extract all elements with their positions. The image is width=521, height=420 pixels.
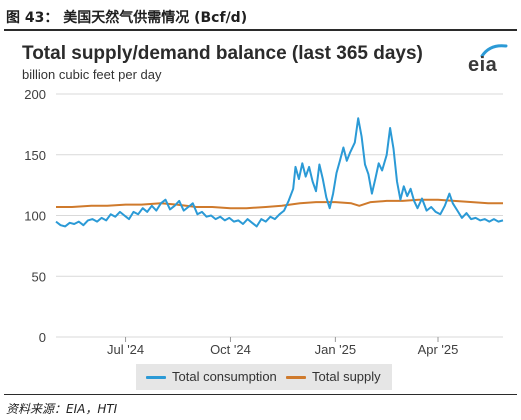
- top-rule: [4, 29, 517, 31]
- legend-label-supply: Total supply: [312, 369, 381, 384]
- legend-label-consumption: Total consumption: [172, 369, 277, 384]
- chart-title: Total supply/demand balance (last 365 da…: [22, 43, 423, 64]
- y-tick-label-50: 50: [32, 269, 46, 284]
- source-note: 资料来源：EIA，HTI: [6, 402, 118, 416]
- y-tick-label-200: 200: [24, 87, 46, 102]
- legend-item-supply[interactable]: Total supply: [286, 369, 381, 384]
- eia-logo-text: eia: [468, 54, 498, 76]
- series-lines: [55, 117, 504, 228]
- bottom-rule: [4, 394, 517, 395]
- legend-item-consumption[interactable]: Total consumption: [146, 369, 277, 384]
- x-tick-label-2: Jan '25: [315, 342, 357, 357]
- legend: Total consumption Total supply: [136, 364, 392, 390]
- y-tick-label-150: 150: [24, 148, 46, 163]
- x-tick-label-3: Apr '25: [418, 342, 459, 357]
- eia-logo-swoosh-icon: [480, 44, 508, 58]
- x-axis: Jul '24 Oct '24 Jan '25 Apr '25: [107, 337, 458, 357]
- figure-label: 图 43： 美国天然气供需情况 (Bcf/d): [6, 10, 248, 26]
- y-tick-label-100: 100: [24, 209, 46, 224]
- y-axis: 0 50 100 150 200: [24, 87, 46, 345]
- series-line-consumption: [55, 117, 504, 228]
- y-tick-label-0: 0: [39, 330, 46, 345]
- chart-subtitle: billion cubic feet per day: [22, 67, 162, 82]
- x-tick-label-1: Oct '24: [210, 342, 251, 357]
- eia-logo: eia: [468, 42, 510, 76]
- x-tick-label-0: Jul '24: [107, 342, 144, 357]
- legend-swatch-supply: [286, 376, 306, 380]
- line-chart: 0 50 100 150 200 Jul '24 Oct '24 Jan '25 Apr '2…: [24, 87, 504, 357]
- legend-swatch-consumption: [146, 376, 166, 380]
- series-line-supply: [56, 198, 503, 210]
